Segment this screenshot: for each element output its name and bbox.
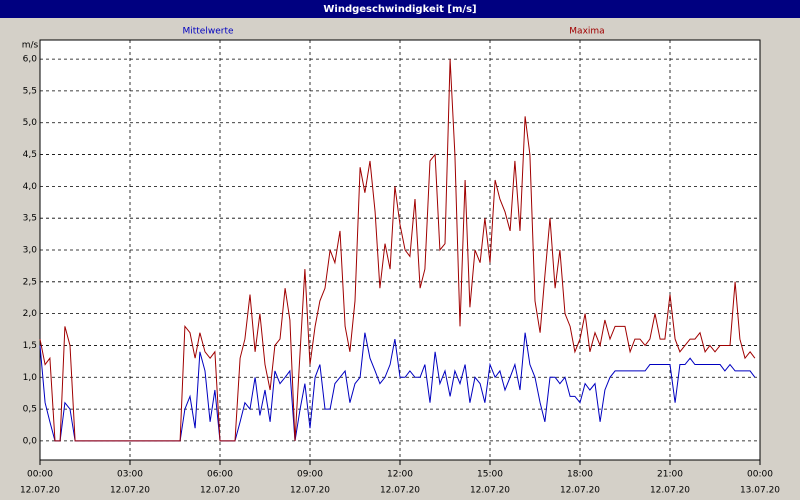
x-tick-label: 21:00 (657, 470, 683, 480)
y-tick-label: 3,0 (23, 246, 38, 256)
x-tick-date: 12.07.20 (200, 486, 240, 496)
title-bar (0, 0, 800, 18)
x-tick-label: 18:00 (567, 470, 593, 480)
y-tick-label: 6,0 (23, 55, 38, 65)
y-axis-label: m/s (22, 41, 39, 51)
x-tick-date: 12.07.20 (110, 486, 150, 496)
y-tick-label: 4,0 (23, 182, 38, 192)
y-tick-label: 0,0 (23, 436, 38, 446)
x-tick-date: 12.07.20 (20, 486, 60, 496)
x-tick-date: 12.07.20 (470, 486, 510, 496)
x-tick-label: 09:00 (297, 470, 323, 480)
x-tick-label: 03:00 (117, 470, 143, 480)
legend-entry: Maxima (569, 27, 604, 37)
y-tick-label: 3,5 (23, 214, 37, 224)
y-tick-label: 1,5 (23, 341, 37, 351)
x-tick-label: 15:00 (477, 470, 503, 480)
legend-entry: Mittelwerte (182, 27, 233, 37)
series-line (39, 59, 756, 442)
x-tick-label: 06:00 (207, 470, 233, 480)
y-tick-label: 1,0 (23, 373, 38, 383)
y-tick-label: 2,0 (23, 309, 38, 319)
x-tick-label: 00:00 (747, 470, 773, 480)
chart-title: Windgeschwindigkeit [m/s] (323, 4, 476, 15)
y-tick-label: 5,0 (23, 118, 38, 128)
x-tick-label: 00:00 (27, 470, 53, 480)
x-tick-date: 12.07.20 (650, 486, 690, 496)
y-tick-label: 4,5 (23, 150, 37, 160)
x-tick-date: 13.07.20 (740, 486, 780, 496)
x-tick-date: 12.07.20 (380, 486, 420, 496)
y-tick-label: 0,5 (23, 405, 37, 415)
x-tick-label: 12:00 (387, 470, 413, 480)
y-tick-label: 5,5 (23, 86, 37, 96)
y-tick-label: 2,5 (23, 277, 37, 287)
x-tick-date: 12.07.20 (560, 486, 600, 496)
x-tick-date: 12.07.20 (290, 486, 330, 496)
